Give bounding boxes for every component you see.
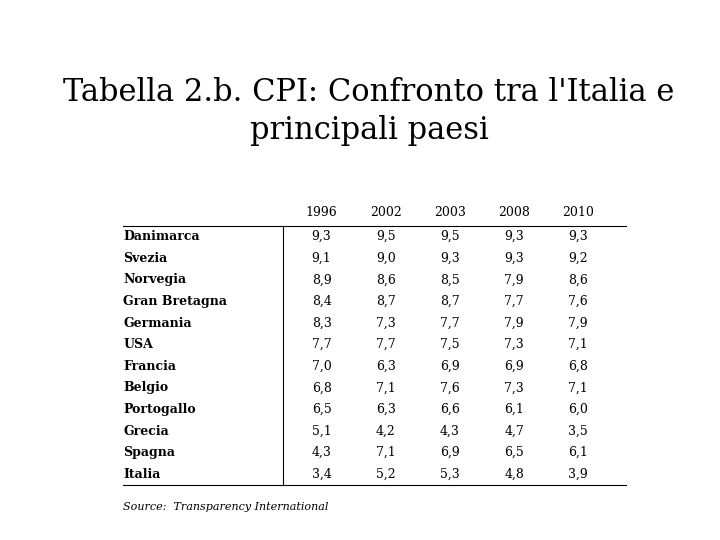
Text: 9,3: 9,3 <box>440 252 460 265</box>
Text: 6,1: 6,1 <box>568 446 588 459</box>
Text: 6,5: 6,5 <box>312 403 331 416</box>
Text: 6,9: 6,9 <box>504 360 524 373</box>
Text: 7,5: 7,5 <box>440 338 460 351</box>
Text: 7,3: 7,3 <box>376 316 395 329</box>
Text: 7,1: 7,1 <box>376 381 395 394</box>
Text: 7,9: 7,9 <box>568 316 588 329</box>
Text: 8,9: 8,9 <box>312 273 331 286</box>
Text: 4,3: 4,3 <box>312 446 331 459</box>
Text: 6,0: 6,0 <box>568 403 588 416</box>
Text: 5,1: 5,1 <box>312 424 331 437</box>
Text: 2002: 2002 <box>370 206 402 219</box>
Text: 7,7: 7,7 <box>376 338 395 351</box>
Text: 8,7: 8,7 <box>376 295 395 308</box>
Text: 7,3: 7,3 <box>504 381 524 394</box>
Text: Danimarca: Danimarca <box>124 230 200 243</box>
Text: 5,3: 5,3 <box>440 468 460 481</box>
Text: 7,0: 7,0 <box>312 360 331 373</box>
Text: Spagna: Spagna <box>124 446 176 459</box>
Text: Svezia: Svezia <box>124 252 168 265</box>
Text: 2010: 2010 <box>562 206 594 219</box>
Text: 8,6: 8,6 <box>568 273 588 286</box>
Text: 9,5: 9,5 <box>440 230 460 243</box>
Text: 5,2: 5,2 <box>376 468 395 481</box>
Text: 9,1: 9,1 <box>312 252 331 265</box>
Text: 2003: 2003 <box>434 206 466 219</box>
Text: 2008: 2008 <box>498 206 530 219</box>
Text: Grecia: Grecia <box>124 424 169 437</box>
Text: 7,1: 7,1 <box>376 446 395 459</box>
Text: 7,1: 7,1 <box>568 338 588 351</box>
Text: 7,1: 7,1 <box>568 381 588 394</box>
Text: 7,7: 7,7 <box>504 295 524 308</box>
Text: 8,4: 8,4 <box>312 295 331 308</box>
Text: 7,6: 7,6 <box>568 295 588 308</box>
Text: 7,7: 7,7 <box>440 316 460 329</box>
Text: 7,3: 7,3 <box>504 338 524 351</box>
Text: 6,8: 6,8 <box>568 360 588 373</box>
Text: Norvegia: Norvegia <box>124 273 186 286</box>
Text: 4,7: 4,7 <box>504 424 524 437</box>
Text: 4,3: 4,3 <box>440 424 460 437</box>
Text: Belgio: Belgio <box>124 381 168 394</box>
Text: 9,3: 9,3 <box>504 252 524 265</box>
Text: 6,6: 6,6 <box>440 403 460 416</box>
Text: Portogallo: Portogallo <box>124 403 196 416</box>
Text: 8,6: 8,6 <box>376 273 396 286</box>
Text: 6,9: 6,9 <box>440 360 460 373</box>
Text: 6,8: 6,8 <box>312 381 331 394</box>
Text: Gran Bretagna: Gran Bretagna <box>124 295 228 308</box>
Text: 7,9: 7,9 <box>504 273 524 286</box>
Text: 8,5: 8,5 <box>440 273 460 286</box>
Text: 9,5: 9,5 <box>376 230 395 243</box>
Text: 8,3: 8,3 <box>312 316 331 329</box>
Text: 9,0: 9,0 <box>376 252 395 265</box>
Text: 8,7: 8,7 <box>440 295 460 308</box>
Text: Source:  Transparency International: Source: Transparency International <box>124 502 329 512</box>
Text: 3,4: 3,4 <box>312 468 331 481</box>
Text: 9,2: 9,2 <box>568 252 588 265</box>
Text: 9,3: 9,3 <box>568 230 588 243</box>
Text: 6,3: 6,3 <box>376 403 396 416</box>
Text: 7,9: 7,9 <box>504 316 524 329</box>
Text: 6,9: 6,9 <box>440 446 460 459</box>
Text: 7,7: 7,7 <box>312 338 331 351</box>
Text: Germania: Germania <box>124 316 192 329</box>
Text: 4,2: 4,2 <box>376 424 395 437</box>
Text: 9,3: 9,3 <box>312 230 331 243</box>
Text: 6,5: 6,5 <box>504 446 524 459</box>
Text: 1996: 1996 <box>306 206 338 219</box>
Text: 9,3: 9,3 <box>504 230 524 243</box>
Text: USA: USA <box>124 338 153 351</box>
Text: 3,5: 3,5 <box>568 424 588 437</box>
Text: 4,8: 4,8 <box>504 468 524 481</box>
Text: Tabella 2.b. CPI: Confronto tra l'Italia e
principali paesi: Tabella 2.b. CPI: Confronto tra l'Italia… <box>63 77 675 146</box>
Text: Italia: Italia <box>124 468 161 481</box>
Text: 6,3: 6,3 <box>376 360 396 373</box>
Text: Francia: Francia <box>124 360 176 373</box>
Text: 3,9: 3,9 <box>568 468 588 481</box>
Text: 6,1: 6,1 <box>504 403 524 416</box>
Text: 7,6: 7,6 <box>440 381 460 394</box>
